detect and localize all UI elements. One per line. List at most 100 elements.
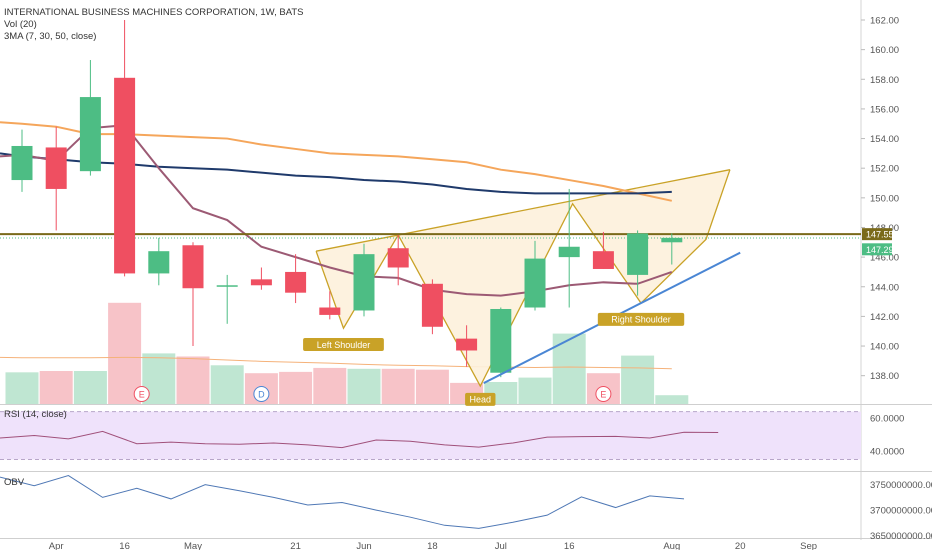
volume-bar xyxy=(39,371,73,404)
candle-body xyxy=(182,245,204,289)
time-tick-label: 16 xyxy=(564,541,575,550)
volume-bar xyxy=(108,302,142,404)
price-tick-label: 158.00 xyxy=(870,75,899,86)
obv-tick-label: 3700000000.000 xyxy=(870,506,932,517)
rsi-indicator-label: RSI (14, close) xyxy=(4,409,67,420)
volume-bar xyxy=(5,372,39,404)
candle-body xyxy=(319,307,341,315)
ma7-line xyxy=(0,124,673,297)
candle-body xyxy=(490,308,512,373)
close-price-label: 147.29 xyxy=(866,245,894,255)
price-tick-label: 162.00 xyxy=(870,16,899,27)
candle-body xyxy=(558,246,580,258)
time-tick-label: 16 xyxy=(119,541,130,550)
moving-average-indicator-label: 3MA (7, 30, 50, close) xyxy=(4,31,96,42)
price-tick-label: 150.00 xyxy=(870,193,899,204)
candle-body xyxy=(285,271,307,293)
price-tick-label: 140.00 xyxy=(870,342,899,353)
time-tick-label: 21 xyxy=(290,541,301,550)
chart-title: INTERNATIONAL BUSINESS MACHINES CORPORAT… xyxy=(4,7,303,18)
price-tick-label: 152.00 xyxy=(870,164,899,175)
time-tick-label: May xyxy=(184,541,202,550)
volume-bar xyxy=(313,367,347,404)
rsi-tick-label: 40.0000 xyxy=(870,447,904,458)
volume-bar xyxy=(621,355,655,404)
pattern-label: Left Shoulder xyxy=(317,340,371,350)
volume-bar xyxy=(552,333,586,404)
event-marker xyxy=(133,386,150,402)
event-marker xyxy=(253,386,270,402)
ma50-line xyxy=(0,152,672,195)
close-price-badge xyxy=(862,243,892,256)
pattern-label: Right Shoulder xyxy=(611,315,671,325)
price-tick-label: 142.00 xyxy=(870,312,899,323)
pattern-labels: Left Shoulder Head Right Shoulder xyxy=(303,312,685,406)
obv-indicator-label: OBV xyxy=(4,477,25,488)
volume-bar xyxy=(279,371,313,404)
price-tick-label: 156.00 xyxy=(870,104,899,115)
time-tick-label: Sep xyxy=(800,541,817,550)
time-tick-label: 20 xyxy=(735,541,746,550)
price-tick-label: 160.00 xyxy=(870,45,899,56)
volume-moving-average xyxy=(0,356,672,370)
candle-body xyxy=(592,251,614,269)
moving-average-lines xyxy=(0,121,673,297)
candle-body xyxy=(11,145,33,181)
pattern-neckline xyxy=(315,169,731,252)
volume-bar xyxy=(415,369,449,404)
volume-bars xyxy=(0,302,689,404)
pattern-label-box xyxy=(303,338,384,352)
obv-tick-label: 3650000000.000 xyxy=(870,531,932,542)
pattern-label-box xyxy=(465,392,496,406)
rsi-line xyxy=(0,430,719,449)
time-tick-label: 18 xyxy=(427,541,438,550)
time-tick-label: Jun xyxy=(356,541,371,550)
volume-bar xyxy=(210,365,244,404)
candle-body xyxy=(524,258,546,308)
volume-indicator-label: Vol (20) xyxy=(4,19,37,30)
candle-body xyxy=(250,279,272,286)
obv-line xyxy=(0,475,685,529)
current-price-label: 147.55 xyxy=(866,230,894,240)
candle-body xyxy=(216,285,238,287)
time-tick-label: Apr xyxy=(49,541,64,550)
price-tick-label: 146.00 xyxy=(870,253,899,264)
rsi-tick-label: 60.0000 xyxy=(870,414,904,425)
event-marker-label: D xyxy=(258,389,265,399)
pattern-fill xyxy=(316,169,730,387)
volume-bar xyxy=(655,395,689,404)
candle-body xyxy=(148,251,170,274)
time-axis: Apr 16 May 21 Jun 18 Jul 16 Aug 20 Sep xyxy=(49,541,817,550)
event-marker xyxy=(595,386,612,402)
event-marker-label: E xyxy=(139,389,145,399)
rsi-band xyxy=(0,411,861,460)
volume-bar xyxy=(73,371,107,404)
current-price-badge xyxy=(862,228,892,241)
volume-bar xyxy=(176,356,210,404)
candle-body xyxy=(353,254,375,311)
pattern-label: Head xyxy=(470,395,492,405)
candle-body xyxy=(114,77,136,274)
time-tick-label: Aug xyxy=(663,541,680,550)
volume-bar xyxy=(347,368,381,404)
candle-body xyxy=(79,97,101,172)
price-tick-label: 138.00 xyxy=(870,371,899,382)
price-tick-label: 154.00 xyxy=(870,134,899,145)
price-axis: 162.00 160.00 158.00 156.00 154.00 152.00 150.… xyxy=(861,16,899,382)
candle-body xyxy=(421,283,443,327)
time-tick-label: Jul xyxy=(495,541,507,550)
candle-body xyxy=(456,338,478,351)
candlesticks xyxy=(11,20,683,378)
horizontal-level-line xyxy=(0,233,861,239)
candle-body xyxy=(661,237,683,243)
price-tick-label: 144.00 xyxy=(870,282,899,293)
candle-body xyxy=(45,147,67,189)
candle-body xyxy=(387,248,409,268)
rsi-pane: 60.0000 40.0000 xyxy=(0,411,904,460)
candle-body xyxy=(627,233,649,275)
obv-tick-label: 3750000000.000 xyxy=(870,480,932,491)
volume-bar xyxy=(381,368,415,404)
volume-bar xyxy=(518,377,552,404)
